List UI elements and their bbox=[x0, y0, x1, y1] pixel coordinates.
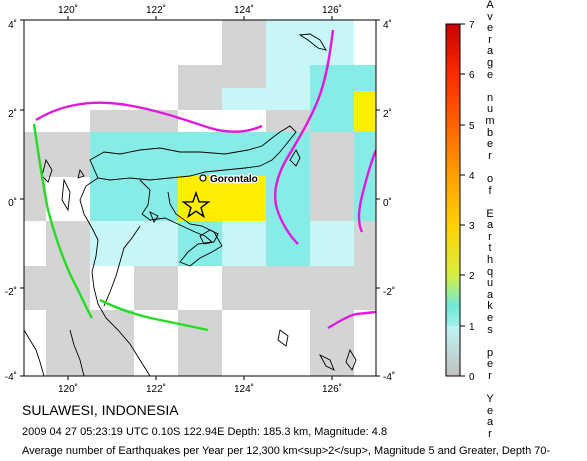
coastline bbox=[24, 33, 357, 376]
colorbar-tick-label: 3 bbox=[469, 221, 475, 232]
lon-tick-label-bottom: 124˚ bbox=[234, 383, 254, 395]
lat-tick-label-right: 2˚ bbox=[383, 108, 392, 120]
lon-tick-label-bottom: 126˚ bbox=[322, 383, 342, 395]
lat-tick-label-left: 4˚ bbox=[8, 19, 17, 31]
lon-tick-label-top: 126˚ bbox=[322, 4, 342, 16]
colorbar bbox=[445, 23, 461, 377]
lon-tick-label-bottom: 120˚ bbox=[58, 383, 78, 395]
lat-tick-label-left: -2˚ bbox=[5, 286, 17, 298]
event-info: 2009 04 27 05:23:19 UTC 0.10S 122.94E De… bbox=[22, 426, 388, 438]
colorbar-ticks bbox=[460, 23, 465, 377]
star-icon bbox=[181, 190, 211, 219]
colorbar-tick-label: 4 bbox=[469, 171, 475, 182]
trench-lines bbox=[32, 123, 209, 332]
lon-tick-label-top: 122˚ bbox=[146, 4, 166, 16]
lat-tick-label-right: 0˚ bbox=[383, 197, 392, 209]
lat-tick-label-right: -2˚ bbox=[383, 286, 395, 298]
lon-tick-label-bottom: 122˚ bbox=[146, 383, 166, 395]
lat-tick-label-left: -4˚ bbox=[5, 371, 17, 383]
lat-tick-label-right: 4˚ bbox=[383, 19, 392, 31]
map-note: Average number of Earthquakes per Year p… bbox=[22, 445, 551, 457]
city-label: Gorontalo bbox=[210, 174, 258, 185]
fault-lines bbox=[35, 29, 376, 330]
lat-tick-label-left: 2˚ bbox=[8, 108, 17, 120]
colorbar-tick-label: 6 bbox=[469, 70, 475, 81]
lat-tick-label-left: 0˚ bbox=[8, 197, 17, 209]
lon-tick-label-top: 124˚ bbox=[234, 4, 254, 16]
colorbar-tick-label: 2 bbox=[469, 271, 475, 282]
map-frame bbox=[23, 19, 377, 377]
region-title: SULAWESI, INDONESIA bbox=[22, 402, 179, 418]
lat-tick-label-right: -4˚ bbox=[383, 371, 395, 383]
colorbar-tick-label: 0 bbox=[469, 372, 475, 383]
colorbar-tick-label: 7 bbox=[469, 20, 475, 31]
lon-tick-label-top: 120˚ bbox=[58, 4, 78, 16]
lon-ticks bbox=[67, 16, 333, 380]
colorbar-tick-label: 1 bbox=[469, 322, 475, 333]
gorontalo-marker bbox=[199, 174, 207, 182]
seismicity-grid bbox=[24, 20, 376, 376]
colorbar-tick-label: 5 bbox=[469, 121, 475, 132]
